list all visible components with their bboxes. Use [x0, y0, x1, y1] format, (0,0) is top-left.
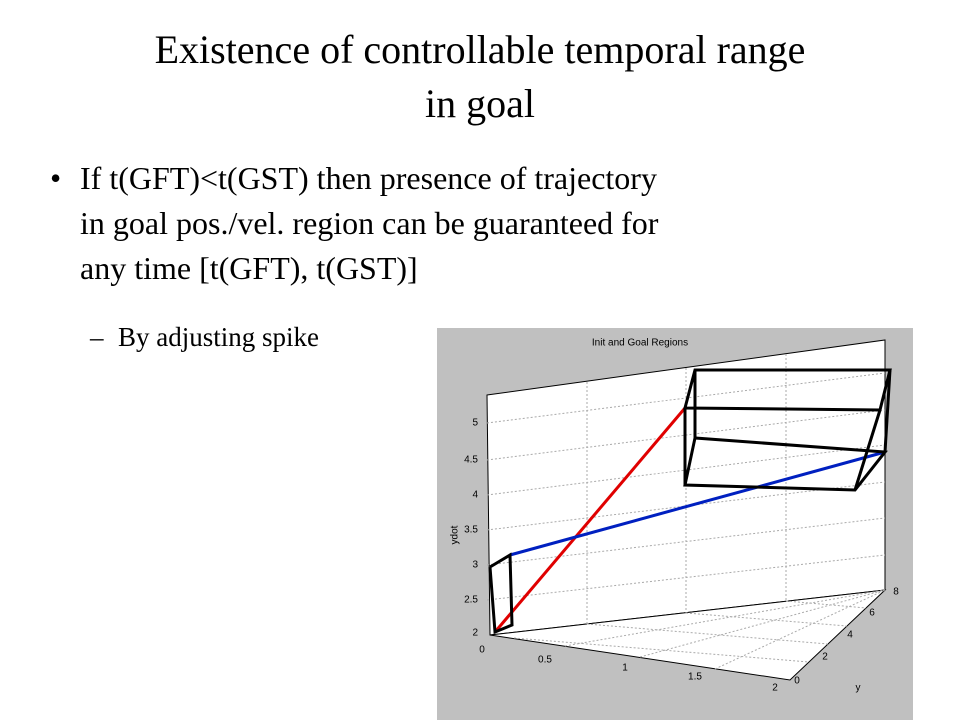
figure: Init and Goal Regions 54.543.532.5200.51… [437, 328, 913, 720]
sub-bullet-dash: – [90, 322, 104, 352]
y-axis-label: y [856, 683, 861, 694]
z-axis-label: ydot [450, 525, 461, 544]
z-tick-label: 4 [472, 490, 478, 501]
goal-region [683, 368, 892, 492]
z-tick-label: 3 [472, 560, 478, 571]
sub-bullet: By adjusting spike [118, 322, 319, 352]
bullet-text: If t(GFT)<t(GST) then presence of trajec… [80, 160, 657, 196]
title: in goal [425, 81, 535, 126]
title: Existence of controllable temporal range [154, 27, 806, 72]
init-region [488, 552, 514, 635]
z-tick-label: 3.5 [464, 525, 478, 536]
z-tick-label: 2 [472, 628, 478, 639]
x-tick-label: 0.5 [538, 655, 552, 666]
y-tick-label: 8 [893, 587, 899, 598]
y-tick-label: 6 [869, 608, 875, 619]
x-tick-label: 0 [479, 645, 485, 656]
x-tick-label: 1 [622, 663, 628, 674]
y-tick-label: 0 [794, 676, 800, 687]
z-tick-label: 5 [472, 418, 478, 429]
bullet-dot: • [50, 160, 62, 196]
floor [489, 589, 887, 681]
bullet-text: in goal pos./vel. region can be guarante… [80, 205, 659, 241]
red-trajectory [493, 407, 687, 633]
blue-trajectory [509, 450, 886, 557]
y-tick-label: 2 [822, 652, 828, 663]
figure-title: Init and Goal Regions [592, 338, 688, 349]
y-tick-label: 4 [847, 630, 853, 641]
z-tick-label: 4.5 [464, 455, 478, 466]
bullet-text: any time [t(GFT), t(GST)] [80, 250, 418, 286]
x-tick-label: 2 [772, 683, 778, 694]
x-tick-label: 1.5 [688, 672, 702, 683]
plot [486, 339, 892, 681]
z-tick-label: 2.5 [464, 595, 478, 606]
